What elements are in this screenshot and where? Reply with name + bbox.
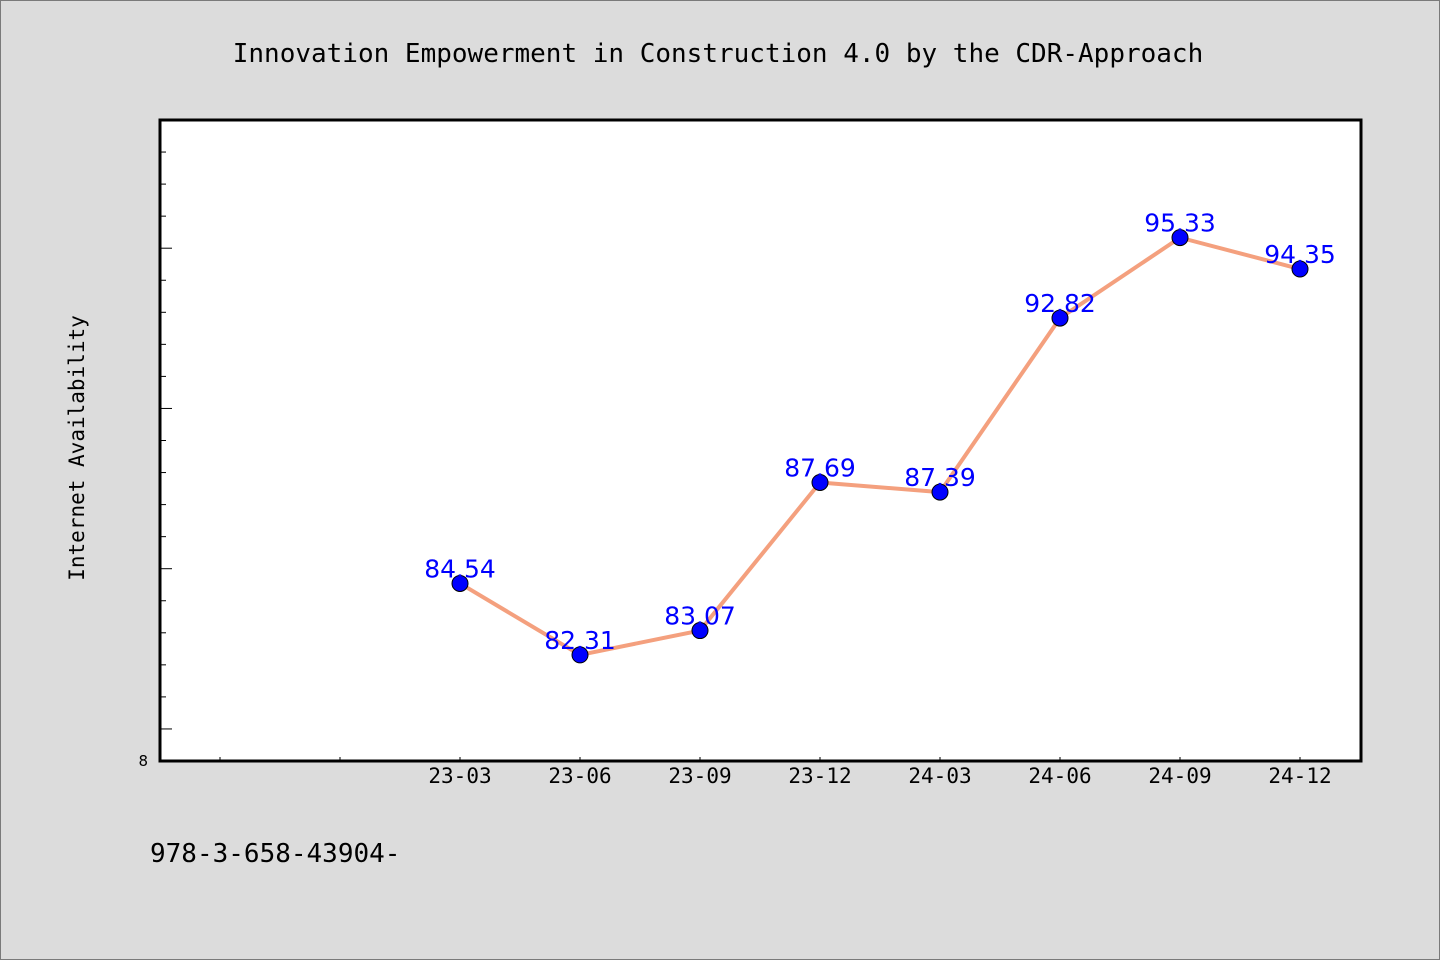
x-tick-label: 23-03	[428, 764, 491, 788]
y-axis-ticks	[160, 151, 172, 730]
x-tick-label: 23-09	[668, 764, 731, 788]
series-group: 84.54 82.31 83.07 87.69 87.39 92.82 95.33 94.35	[424, 209, 1336, 664]
y-tick-label: 8	[138, 752, 148, 770]
data-label: 82.31	[544, 626, 616, 655]
chart-title: Innovation Empowerment in Construction 4…	[233, 39, 1204, 69]
x-tick-label: 23-06	[548, 764, 611, 788]
data-point	[811, 473, 829, 491]
data-point	[1291, 260, 1309, 278]
data-point	[451, 574, 469, 592]
x-tick-label: 24-09	[1148, 764, 1211, 788]
data-label: 87.39	[904, 463, 976, 492]
data-point	[1171, 229, 1189, 247]
data-point	[691, 622, 709, 640]
series-line	[458, 235, 1302, 657]
x-tick-label: 23-12	[788, 764, 851, 788]
data-label: 95.33	[1144, 209, 1216, 238]
plot-area	[158, 118, 1363, 763]
x-axis-ticks: 23-03 23-06 23-09 23-12 24-03 24-06 24-09 24-12	[219, 757, 1332, 788]
data-point	[571, 646, 589, 664]
data-label: 92.82	[1024, 289, 1096, 318]
y-axis-label: Internet Availability	[65, 315, 89, 581]
x-tick-label: 24-03	[908, 764, 971, 788]
data-label: 84.54	[424, 554, 496, 583]
footer-text: 978-3-658-43904-	[150, 839, 400, 869]
data-label: 94.35	[1264, 240, 1336, 269]
data-point	[1051, 309, 1069, 327]
data-point	[931, 483, 949, 501]
data-label: 83.07	[664, 602, 736, 631]
data-label: 87.69	[784, 453, 856, 482]
x-tick-label: 24-12	[1268, 764, 1331, 788]
x-tick-label: 24-06	[1028, 764, 1091, 788]
